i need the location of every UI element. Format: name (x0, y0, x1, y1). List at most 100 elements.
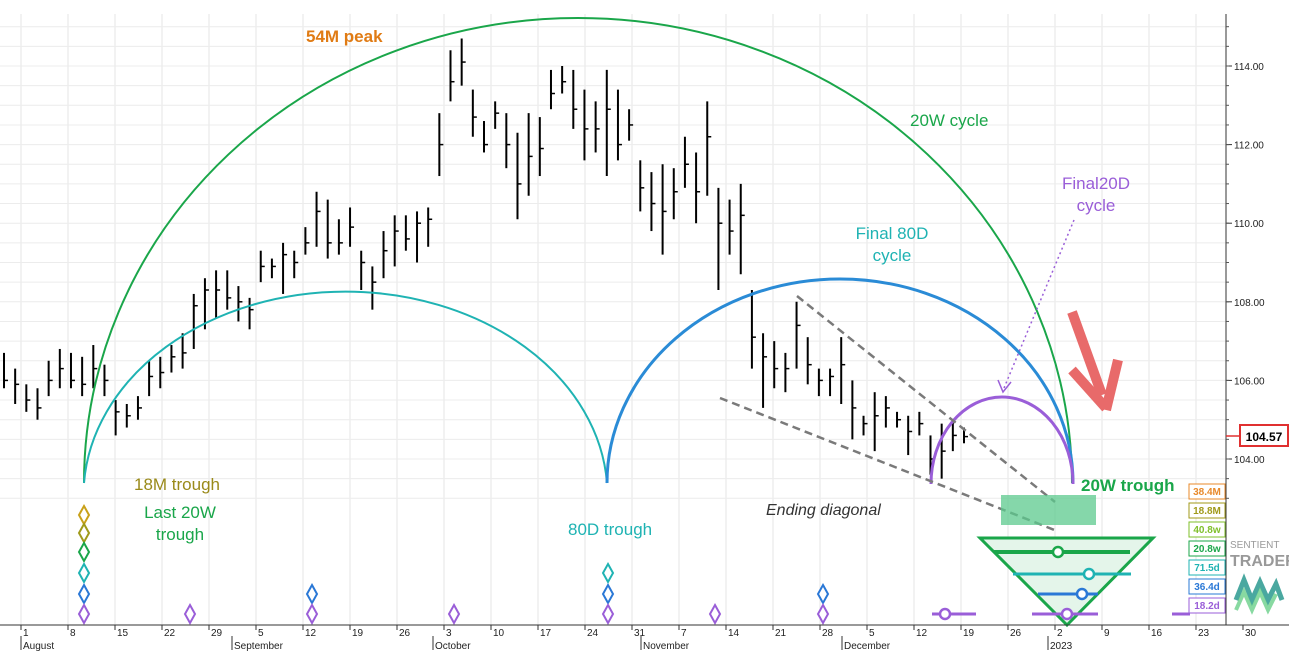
price-bar (404, 215, 410, 251)
trough-diamond-icon (305, 602, 319, 626)
price-bar (951, 419, 957, 452)
trough-diamond-icon (77, 561, 91, 585)
price-bar (483, 121, 488, 153)
trough-diamond-icon (77, 521, 91, 545)
legend-label: 20.8w (1193, 544, 1220, 555)
price-bar (371, 266, 377, 310)
price-bar (282, 242, 288, 294)
legend-item (1188, 559, 1226, 576)
x-tick-label: 1 (23, 628, 29, 639)
x-tick-label: 9 (1104, 628, 1110, 639)
price-bar (896, 411, 902, 428)
price-bar (181, 333, 187, 369)
price-bar (918, 411, 924, 436)
price-bar (3, 352, 8, 389)
legend-item (1188, 521, 1226, 538)
x-tick-label: 17 (540, 628, 552, 639)
y-tick-label: 112.00 (1234, 141, 1264, 152)
red-down-arrow-icon (1067, 310, 1123, 412)
price-bar (851, 380, 857, 440)
x-tick-label: 31 (634, 628, 646, 639)
price-bar (326, 199, 332, 259)
trough-diamond-icon (601, 602, 615, 626)
price-bar (114, 400, 120, 436)
price-bar (505, 113, 511, 169)
x-tick-label: 24 (587, 628, 599, 639)
price-bar (840, 337, 846, 404)
x-tick-label: 16 (1151, 628, 1163, 639)
legend-item (1188, 597, 1226, 614)
svg-text:104.57: 104.57 (1246, 430, 1283, 444)
price-bar (427, 207, 433, 247)
trough-diamond-icon (816, 602, 830, 626)
x-tick-label: 7 (681, 628, 687, 639)
price-bar (215, 270, 221, 318)
trough-diamond-icon (77, 602, 91, 626)
price-bar (337, 219, 343, 255)
arc-80d-cycle-final (605, 277, 1075, 484)
trough-diamond-icon (77, 540, 91, 564)
price-bar (661, 164, 667, 255)
y-tick-label: 108.00 (1234, 298, 1265, 309)
y-tick-label: 106.00 (1234, 376, 1265, 387)
price-bar (695, 152, 701, 224)
price-bar (125, 403, 131, 428)
annotation-last-20w-trough: Last 20W trough (144, 503, 216, 544)
legend-item (1188, 540, 1226, 557)
legend-item (1188, 483, 1226, 500)
x-tick-label: 10 (493, 628, 505, 639)
price-bar (449, 50, 455, 102)
trough-diamond-icon (601, 561, 615, 585)
trough-diamond-icon (708, 602, 722, 626)
price-bar (438, 113, 444, 177)
price-bar (25, 384, 31, 412)
price-bar (795, 301, 801, 369)
price-bar (226, 270, 232, 310)
legend-label: 18.2d (1194, 601, 1220, 612)
price-bar (248, 297, 254, 330)
legend-label: 38.4M (1193, 487, 1221, 498)
price-bar (817, 368, 823, 397)
x-tick-label: 5 (869, 628, 875, 639)
price-bar (47, 360, 53, 397)
x-tick-label: 28 (822, 628, 834, 639)
price-bar (103, 364, 109, 397)
trough-diamond-icon (77, 503, 91, 527)
x-tick-label: 21 (775, 628, 787, 639)
x-tick-label: 15 (117, 628, 129, 639)
annotation-20w-cycle: 20W cycle (910, 111, 988, 130)
annotation-final-80d-cycle: Final 80D cycle (856, 224, 929, 265)
price-bar (237, 286, 243, 322)
final20d-pointer-head (997, 379, 1012, 394)
x-tick-label: 2 (1057, 628, 1063, 639)
price-bar (58, 348, 64, 389)
price-bar (259, 250, 265, 283)
trough-target-box (1001, 495, 1096, 525)
price-bar (717, 187, 723, 291)
price-bar (628, 109, 634, 141)
price-bar (683, 136, 689, 188)
x-tick-label: 30 (1245, 628, 1257, 639)
x-tick-label: 22 (164, 628, 176, 639)
x-month-label: August (23, 641, 54, 652)
x-tick-label: 5 (258, 628, 264, 639)
price-bar (773, 341, 779, 389)
legend-label: 18.8M (1193, 506, 1221, 517)
trough-diamond-icon (601, 582, 615, 606)
annotation-54m-peak: 54M peak (306, 27, 383, 46)
price-bar (416, 211, 422, 263)
y-tick-label: 110.00 (1234, 219, 1264, 230)
price-bar (862, 415, 868, 436)
x-month-label: November (643, 641, 690, 652)
price-bar (527, 113, 533, 196)
x-axis-ticks: 1 8 15 22 29 5 12 19 26 3 10 17 24 31 7 14 21 28 5 12 19 26 2 9… (20, 625, 1257, 652)
legend-label: 71.5d (1194, 563, 1220, 574)
final20d-pointer (1003, 219, 1075, 389)
annotation-18m-trough: 18M trough (134, 475, 220, 494)
x-tick-label: 8 (70, 628, 76, 639)
price-bar (594, 101, 600, 153)
cycle-20d-marker-dec (932, 607, 976, 621)
price-bar (81, 356, 87, 397)
price-bar (605, 69, 611, 177)
cycle-legend: 38.4M 18.8M 40.8w 20.8w 71.5d 36.4d 18.2d (1188, 483, 1226, 614)
